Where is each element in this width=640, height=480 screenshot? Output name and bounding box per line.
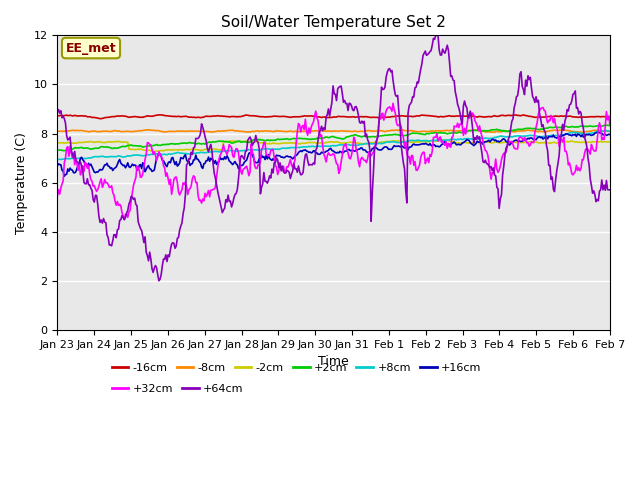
Y-axis label: Temperature (C): Temperature (C) <box>15 132 28 234</box>
X-axis label: Time: Time <box>318 355 349 369</box>
Text: EE_met: EE_met <box>66 42 116 55</box>
Legend: +32cm, +64cm: +32cm, +64cm <box>107 379 248 398</box>
Title: Soil/Water Temperature Set 2: Soil/Water Temperature Set 2 <box>221 15 446 30</box>
